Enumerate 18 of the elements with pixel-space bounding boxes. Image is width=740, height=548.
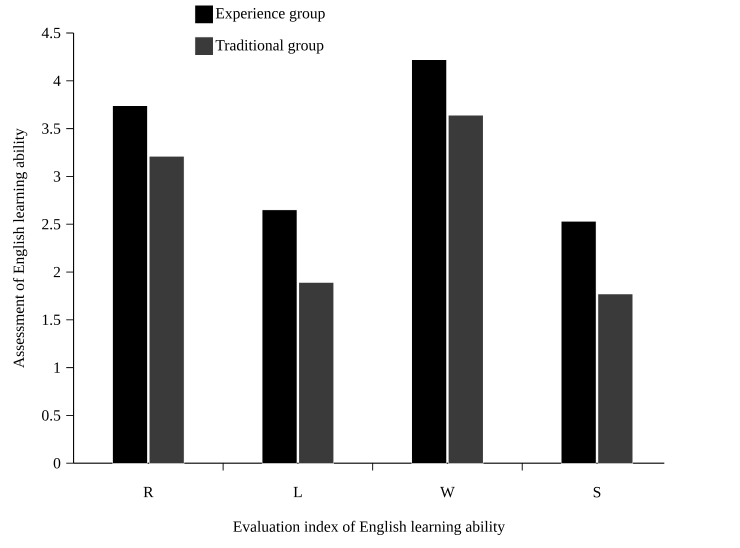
- y-tick-label: 1: [54, 362, 60, 373]
- y-tick-label: 4: [53, 76, 61, 86]
- x-tick-label: R: [144, 487, 154, 498]
- y-tick-label: 2.5: [42, 219, 60, 230]
- x-tick-label: W: [440, 487, 455, 498]
- legend-label: Experience group: [216, 8, 325, 22]
- x-tick-label: S: [594, 487, 600, 498]
- y-tick-label: 4.5: [42, 28, 60, 38]
- y-tick-label: 0.5: [42, 410, 60, 421]
- x-axis-title: Evaluation index of English learning ability: [233, 520, 506, 536]
- x-tick-label: L: [294, 487, 302, 498]
- y-axis-title: Assessment of English learning ability: [12, 128, 28, 368]
- y-tick-label: 3: [54, 171, 60, 182]
- y-tick-label: 0: [54, 458, 60, 469]
- y-tick-label: 2: [54, 267, 60, 278]
- y-tick-label: 3.5: [42, 124, 60, 134]
- y-tick-label: 1.5: [42, 314, 60, 326]
- legend-label: Traditional group: [216, 40, 324, 54]
